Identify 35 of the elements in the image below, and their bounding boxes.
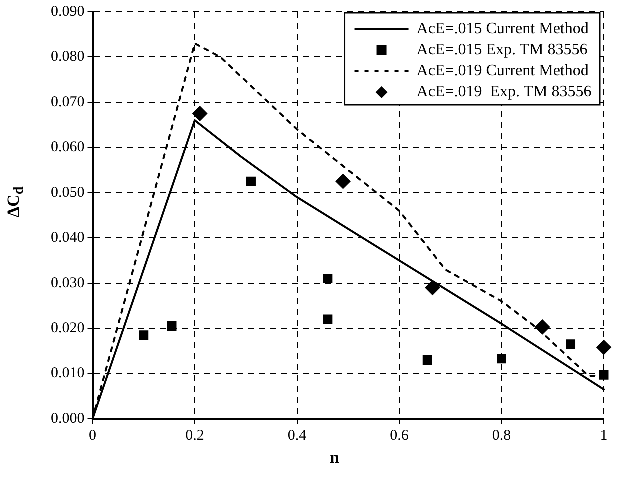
- point: [323, 274, 333, 284]
- y-tick-label: 0.040: [51, 230, 85, 246]
- x-tick-label: 0.4: [288, 428, 308, 444]
- y-tick-label: 0.060: [51, 140, 85, 156]
- point: [246, 176, 256, 186]
- y-tick-label: 0.030: [51, 275, 85, 292]
- x-tick-label: 0.8: [492, 428, 512, 444]
- point: [139, 330, 149, 340]
- legend-label: AcE=.015 Current Method: [416, 20, 589, 38]
- y-tick-label: 0.070: [51, 94, 85, 110]
- x-tick-label: 0.6: [390, 428, 410, 444]
- x-tick-label: 0.2: [186, 428, 204, 444]
- legend-label: AcE=.019 Current Method: [416, 62, 589, 80]
- point: [336, 174, 351, 190]
- point: [323, 314, 333, 324]
- y-tick-label: 0.050: [51, 184, 85, 201]
- y-tick-label: 0.090: [51, 4, 85, 20]
- y-tick-label: 0.020: [51, 320, 85, 336]
- point: [167, 322, 177, 332]
- point: [596, 340, 612, 356]
- y-tick-label: 0.010: [51, 366, 85, 382]
- point: [497, 354, 506, 364]
- legend-label: AcE=.015 Exp. TM 83556: [416, 42, 588, 59]
- x-tick-label: 1: [600, 428, 608, 444]
- legend-label: AcE=.019 Exp. TM 83556: [416, 84, 592, 101]
- point: [422, 355, 432, 365]
- point: [192, 106, 208, 122]
- y-tick-label: 0.000: [51, 410, 85, 427]
- point: [599, 370, 609, 380]
- point: [425, 280, 440, 296]
- x-axis-title: n: [330, 448, 340, 468]
- point: [566, 340, 576, 350]
- x-tick-label: 0: [89, 428, 96, 444]
- y-tick-label: 0.080: [51, 49, 85, 66]
- point: [535, 320, 550, 335]
